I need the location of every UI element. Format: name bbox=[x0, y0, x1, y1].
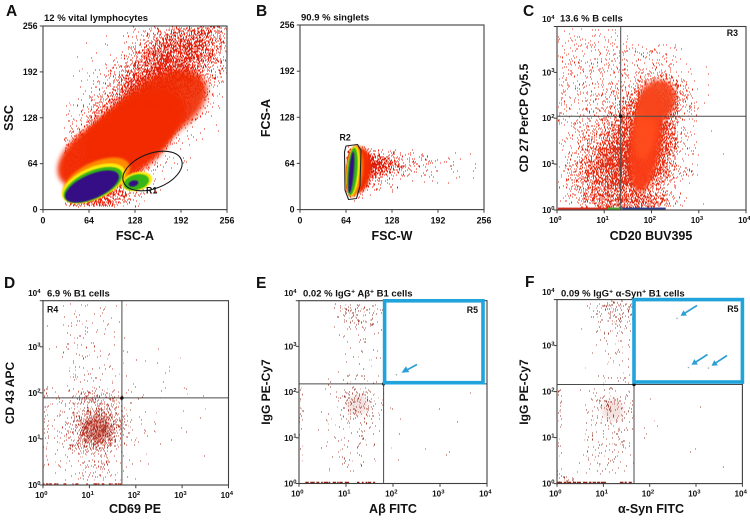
svg-text:6.9 % B1 cells: 6.9 % B1 cells bbox=[47, 289, 110, 300]
svg-text:100: 100 bbox=[291, 489, 304, 498]
svg-text:103: 103 bbox=[542, 68, 555, 77]
svg-text:64: 64 bbox=[285, 158, 295, 168]
svg-text:101: 101 bbox=[542, 160, 555, 169]
svg-text:102: 102 bbox=[644, 216, 657, 225]
svg-text:64: 64 bbox=[84, 216, 94, 226]
svg-text:101: 101 bbox=[338, 489, 351, 498]
svg-text:104: 104 bbox=[479, 489, 492, 498]
svg-text:FSC-W: FSC-W bbox=[372, 229, 413, 243]
svg-text:192: 192 bbox=[174, 216, 189, 226]
svg-text:104: 104 bbox=[542, 15, 555, 24]
svg-text:0: 0 bbox=[33, 205, 38, 215]
svg-text:R2: R2 bbox=[340, 133, 351, 143]
svg-text:IgG PE-Cy7: IgG PE-Cy7 bbox=[259, 359, 273, 425]
svg-text:256: 256 bbox=[280, 20, 295, 30]
svg-text:102: 102 bbox=[284, 388, 297, 397]
svg-text:0.09 % IgG+ α-Syn+ B1 cells: 0.09 % IgG+ α-Syn+ B1 cells bbox=[561, 289, 685, 300]
svg-text:CD 43 APC: CD 43 APC bbox=[3, 362, 17, 425]
svg-text:104: 104 bbox=[735, 489, 748, 498]
svg-text:CD69 PE: CD69 PE bbox=[109, 502, 161, 516]
svg-text:104: 104 bbox=[284, 289, 297, 298]
svg-text:103: 103 bbox=[174, 491, 187, 500]
svg-text:13.6 % B cells: 13.6 % B cells bbox=[560, 14, 623, 25]
svg-text:F: F bbox=[525, 274, 534, 291]
svg-text:101: 101 bbox=[542, 433, 555, 442]
svg-text:α-Syn FITC: α-Syn FITC bbox=[618, 502, 684, 516]
svg-text:FCS-A: FCS-A bbox=[259, 99, 273, 137]
svg-text:R4: R4 bbox=[47, 305, 58, 315]
svg-text:R5: R5 bbox=[727, 304, 738, 314]
svg-text:256: 256 bbox=[477, 216, 492, 226]
svg-text:101: 101 bbox=[82, 491, 95, 500]
svg-text:101: 101 bbox=[596, 489, 609, 498]
svg-text:104: 104 bbox=[738, 216, 750, 225]
svg-text:0: 0 bbox=[298, 216, 303, 226]
svg-text:100: 100 bbox=[35, 491, 48, 500]
svg-text:FSC-A: FSC-A bbox=[116, 229, 154, 243]
svg-text:100: 100 bbox=[549, 216, 562, 225]
svg-text:100: 100 bbox=[28, 481, 41, 490]
svg-text:100: 100 bbox=[542, 206, 555, 215]
svg-text:101: 101 bbox=[28, 435, 41, 444]
svg-text:R5: R5 bbox=[467, 305, 478, 315]
svg-text:104: 104 bbox=[221, 491, 234, 500]
svg-text:192: 192 bbox=[23, 67, 38, 77]
svg-text:256: 256 bbox=[23, 21, 38, 31]
svg-text:128: 128 bbox=[23, 113, 38, 123]
svg-text:128: 128 bbox=[385, 216, 400, 226]
svg-text:102: 102 bbox=[642, 489, 655, 498]
svg-text:D: D bbox=[4, 275, 15, 292]
svg-text:103: 103 bbox=[542, 341, 555, 350]
svg-text:256: 256 bbox=[220, 216, 235, 226]
svg-text:E: E bbox=[256, 275, 266, 292]
svg-text:103: 103 bbox=[688, 489, 701, 498]
svg-text:0.02 % IgG+ Aβ+ B1 cells: 0.02 % IgG+ Aβ+ B1 cells bbox=[303, 289, 413, 300]
svg-text:CD 27 PerCP Cy5.5: CD 27 PerCP Cy5.5 bbox=[517, 63, 531, 172]
svg-text:103: 103 bbox=[28, 343, 41, 352]
svg-text:0: 0 bbox=[41, 216, 46, 226]
svg-text:Aβ FITC: Aβ FITC bbox=[369, 502, 417, 516]
svg-text:C: C bbox=[523, 3, 534, 20]
svg-text:101: 101 bbox=[284, 434, 297, 443]
svg-text:128: 128 bbox=[280, 112, 295, 122]
svg-text:103: 103 bbox=[284, 342, 297, 351]
svg-text:A: A bbox=[6, 3, 17, 20]
svg-text:64: 64 bbox=[28, 159, 38, 169]
svg-text:128: 128 bbox=[128, 216, 143, 226]
svg-text:B: B bbox=[256, 3, 267, 20]
svg-text:102: 102 bbox=[28, 389, 41, 398]
svg-text:100: 100 bbox=[549, 489, 562, 498]
svg-text:104: 104 bbox=[542, 288, 555, 297]
svg-text:R3: R3 bbox=[727, 28, 738, 38]
svg-text:102: 102 bbox=[128, 491, 141, 500]
svg-text:12 % vital lymphocytes: 12 % vital lymphocytes bbox=[44, 13, 148, 24]
svg-text:90.9 % singlets: 90.9 % singlets bbox=[301, 13, 369, 24]
svg-text:103: 103 bbox=[432, 489, 445, 498]
svg-text:CD20 BUV395: CD20 BUV395 bbox=[610, 229, 693, 243]
svg-text:102: 102 bbox=[385, 489, 398, 498]
svg-text:192: 192 bbox=[431, 216, 446, 226]
svg-text:0: 0 bbox=[290, 205, 295, 215]
svg-text:SSC: SSC bbox=[2, 105, 16, 131]
svg-text:R1: R1 bbox=[146, 186, 157, 196]
svg-text:102: 102 bbox=[542, 387, 555, 396]
svg-text:192: 192 bbox=[280, 66, 295, 76]
svg-text:64: 64 bbox=[341, 216, 351, 226]
svg-text:102: 102 bbox=[542, 114, 555, 123]
svg-text:100: 100 bbox=[284, 479, 297, 488]
svg-text:101: 101 bbox=[596, 216, 609, 225]
svg-text:IgG PE-Cy7: IgG PE-Cy7 bbox=[517, 359, 531, 425]
svg-text:104: 104 bbox=[28, 289, 41, 298]
svg-text:103: 103 bbox=[691, 216, 704, 225]
svg-text:100: 100 bbox=[542, 479, 555, 488]
